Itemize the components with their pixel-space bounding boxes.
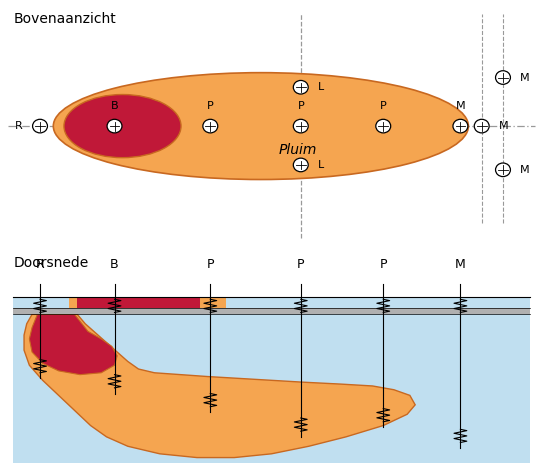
Text: B: B	[111, 100, 118, 111]
Text: P: P	[297, 258, 305, 271]
Text: M: M	[520, 165, 529, 175]
Text: M: M	[456, 100, 465, 111]
Circle shape	[107, 119, 122, 133]
Text: L: L	[318, 82, 324, 92]
Text: Doorsnede: Doorsnede	[14, 256, 89, 270]
Circle shape	[33, 119, 47, 133]
Circle shape	[453, 119, 468, 133]
Circle shape	[474, 119, 489, 133]
Text: B: B	[110, 258, 119, 271]
Text: P: P	[206, 258, 214, 271]
FancyBboxPatch shape	[77, 297, 200, 308]
Text: Bovenaanzicht: Bovenaanzicht	[14, 12, 116, 26]
Circle shape	[496, 71, 510, 85]
Ellipse shape	[64, 94, 181, 158]
Text: P: P	[380, 258, 387, 271]
Polygon shape	[29, 314, 117, 375]
Polygon shape	[24, 314, 415, 458]
FancyBboxPatch shape	[14, 308, 529, 314]
Text: M: M	[520, 72, 529, 83]
FancyBboxPatch shape	[14, 314, 529, 463]
Text: L: L	[318, 160, 324, 170]
FancyBboxPatch shape	[218, 297, 226, 308]
Text: R: R	[15, 121, 23, 131]
Text: P: P	[380, 100, 387, 111]
Ellipse shape	[53, 73, 469, 179]
Text: P: P	[207, 100, 214, 111]
FancyBboxPatch shape	[14, 297, 529, 308]
Text: M: M	[455, 258, 466, 271]
Circle shape	[293, 119, 308, 133]
Circle shape	[293, 158, 308, 172]
Text: Bronzone: Bronzone	[99, 130, 147, 139]
Text: M: M	[498, 121, 508, 131]
Circle shape	[293, 80, 308, 94]
FancyBboxPatch shape	[77, 297, 218, 308]
FancyBboxPatch shape	[70, 297, 77, 308]
Text: P: P	[298, 100, 304, 111]
Circle shape	[376, 119, 391, 133]
Circle shape	[203, 119, 218, 133]
Text: Pluim: Pluim	[279, 143, 317, 157]
Text: R: R	[36, 258, 45, 271]
Circle shape	[496, 163, 510, 177]
